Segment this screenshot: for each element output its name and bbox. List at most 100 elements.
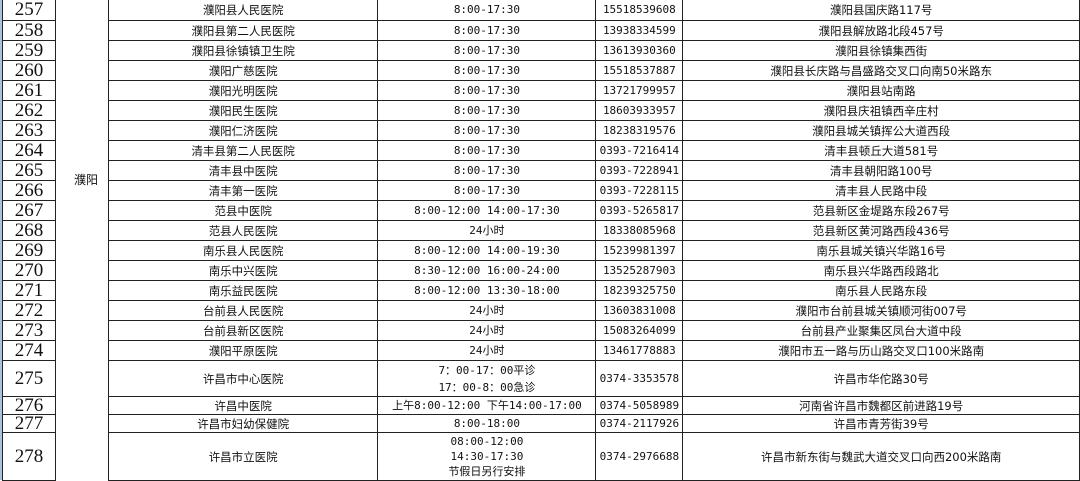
address-cell: 濮阳县徐镇集西街 xyxy=(682,40,1080,61)
hospital-name: 台前县新区医院 xyxy=(107,320,379,341)
hospital-name: 清丰县中医院 xyxy=(107,160,379,181)
hours-cell: 8:00-17:30 xyxy=(377,140,597,161)
phone-cell: 0374-2976688 xyxy=(595,432,684,481)
hospital-name: 许昌市妇幼保健院 xyxy=(107,414,379,433)
table-row: 273 台前县新区医院 24小时 15083264099 台前县产业聚集区凤台大道中段 xyxy=(2,320,1080,341)
phone-cell: 18603933957 xyxy=(595,100,684,121)
hours-cell: 8:00-17:30 xyxy=(377,80,597,101)
phone-cell: 18239325750 xyxy=(595,280,684,301)
hours-cell: 8:00-17:30 xyxy=(377,180,597,201)
city-cell xyxy=(54,360,109,481)
table-row: 265 清丰县中医院 8:00-17:30 0393-7228941 清丰县朝阳路100… xyxy=(2,160,1080,181)
hours-line: 8:00-17:30 xyxy=(453,23,521,37)
row-number: 275 xyxy=(2,360,56,397)
hospital-name: 濮阳平原医院 xyxy=(107,340,379,361)
hours-cell: 8:30-12:00 16:00-24:00 xyxy=(377,260,597,281)
hours-line: 8:00-12:00 13:30-18:00 xyxy=(414,283,560,297)
phone-cell: 13613930360 xyxy=(595,40,684,61)
table-row: 268 范县人民医院 24小时 18338085968 范县新区黄河路西段436号 xyxy=(2,220,1080,241)
hours-line: 上午8:00-12:00 下午14:00-17:00 xyxy=(392,398,582,412)
hours-cell: 08:00-12:00 14:30-17:30 节假日另行安排 xyxy=(377,432,597,481)
address-cell: 清丰县朝阳路100号 xyxy=(682,160,1080,181)
hospital-name: 濮阳民生医院 xyxy=(107,100,379,121)
table-row: 276 许昌中医院 上午8:00-12:00 下午14:00-17:00 0374-5… xyxy=(2,396,1080,415)
hospital-name: 濮阳仁济医院 xyxy=(107,120,379,141)
table-row: 274 濮阳平原医院 24小时 13461778883 濮阳市五一路与历山路交叉口100… xyxy=(2,340,1080,361)
hours-cell: 24小时 xyxy=(377,300,597,321)
hospital-name: 许昌中医院 xyxy=(107,396,379,415)
phone-cell: 15239981397 xyxy=(595,240,684,261)
hours-line: 17：00-8：00急诊 xyxy=(438,380,536,394)
hours-line: 8:00-17:30 xyxy=(453,103,521,117)
phone-cell: 18338085968 xyxy=(595,220,684,241)
table-row: 271 南乐益民医院 8:00-12:00 13:30-18:00 182393257… xyxy=(2,280,1080,301)
hours-line: 8:00-12:00 14:00-17:30 xyxy=(414,203,560,217)
table-row: 259 濮阳县徐镇镇卫生院 8:00-17:30 13613930360 濮阳县徐镇集西… xyxy=(2,40,1080,61)
phone-cell: 0393-5265817 xyxy=(595,200,684,221)
row-number: 274 xyxy=(2,340,56,361)
hours-cell: 8:00-12:00 13:30-18:00 xyxy=(377,280,597,301)
hours-line: 24小时 xyxy=(469,323,505,337)
row-number: 270 xyxy=(2,260,56,281)
hours-line: 8:00-18:00 xyxy=(453,416,521,430)
hours-cell: 7：00-17：00平诊 17：00-8：00急诊 xyxy=(377,360,597,397)
address-cell: 濮阳县庆祖镇西辛庄村 xyxy=(682,100,1080,121)
row-number: 269 xyxy=(2,240,56,261)
hospital-name: 濮阳县第二人民医院 xyxy=(107,20,379,41)
row-number: 262 xyxy=(2,100,56,121)
hours-line: 8:00-17:30 xyxy=(453,163,521,177)
hours-cell: 8:00-17:30 xyxy=(377,120,597,141)
hours-line: 8:00-17:30 xyxy=(453,143,521,157)
address-cell: 范县新区金堤路东段267号 xyxy=(682,200,1080,221)
address-cell: 濮阳县解放路北段457号 xyxy=(682,20,1080,41)
city-cell: 濮阳 xyxy=(54,0,109,361)
table-row: 278 许昌市立医院 08:00-12:00 14:30-17:30 节假日另行安排 03… xyxy=(2,432,1080,481)
row-number: 268 xyxy=(2,220,56,241)
address-cell: 河南省许昌市魏都区前进路19号 xyxy=(682,396,1080,415)
row-number: 273 xyxy=(2,320,56,341)
address-cell: 南乐县城关镇兴华路16号 xyxy=(682,240,1080,261)
phone-cell: 0374-2117926 xyxy=(595,414,684,433)
row-number: 267 xyxy=(2,200,56,221)
address-cell: 濮阳市五一路与历山路交叉口100米路南 xyxy=(682,340,1080,361)
row-number: 272 xyxy=(2,300,56,321)
row-number: 278 xyxy=(2,432,56,481)
hours-cell: 24小时 xyxy=(377,340,597,361)
hours-cell: 8:00-12:00 14:00-19:30 xyxy=(377,240,597,261)
hours-cell: 8:00-18:00 xyxy=(377,414,597,433)
phone-cell: 0393-7228115 xyxy=(595,180,684,201)
address-cell: 濮阳县城关镇挥公大道西段 xyxy=(682,120,1080,141)
hospital-name: 濮阳光明医院 xyxy=(107,80,379,101)
phone-cell: 13603831008 xyxy=(595,300,684,321)
table-row: 263 濮阳仁济医院 8:00-17:30 18238319576 濮阳县城关镇挥公大道… xyxy=(2,120,1080,141)
hours-line: 8:00-17:30 xyxy=(453,3,521,16)
hours-cell: 24小时 xyxy=(377,320,597,341)
hours-line: 8:00-17:30 xyxy=(453,123,521,137)
table-row: 275 许昌市中心医院 7：00-17：00平诊 17：00-8：00急诊 0374-3… xyxy=(2,360,1080,481)
phone-cell: 18238319576 xyxy=(595,120,684,141)
phone-cell: 0393-7228941 xyxy=(595,160,684,181)
hours-line: 08:00-12:00 xyxy=(450,435,524,448)
hospital-name: 台前县人民医院 xyxy=(107,300,379,321)
hospital-name: 南乐中兴医院 xyxy=(107,260,379,281)
table-row: 266 清丰第一医院 8:00-17:30 0393-7228115 清丰县人民路中段 xyxy=(2,180,1080,201)
phone-cell: 0374-3353578 xyxy=(595,360,684,397)
table-row: 260 濮阳广慈医院 8:00-17:30 15518537887 濮阳县长庆路与昌盛路… xyxy=(2,60,1080,81)
hospital-name: 范县人民医院 xyxy=(107,220,379,241)
row-number: 263 xyxy=(2,120,56,141)
phone-cell: 13938334599 xyxy=(595,20,684,41)
table-row: 264 清丰县第二人民医院 8:00-17:30 0393-7216414 清丰县顿丘大… xyxy=(2,140,1080,161)
table-row: 261 濮阳光明医院 8:00-17:30 13721799957 濮阳县站南路 xyxy=(2,80,1080,101)
address-cell: 许昌市新东街与魏武大道交叉口向西200米路南 xyxy=(682,432,1080,481)
phone-cell: 15518537887 xyxy=(595,60,684,81)
hours-cell: 上午8:00-12:00 下午14:00-17:00 xyxy=(377,396,597,415)
hours-cell: 8:00-17:30 xyxy=(377,160,597,181)
address-cell: 濮阳县长庆路与昌盛路交叉口向南50米路东 xyxy=(682,60,1080,81)
row-number: 257 xyxy=(2,0,56,21)
row-number: 260 xyxy=(2,60,56,81)
hours-cell: 8:00-17:30 xyxy=(377,60,597,81)
hours-line: 24小时 xyxy=(469,343,505,357)
hours-cell: 8:00-17:30 xyxy=(377,0,597,21)
address-cell: 台前县产业聚集区凤台大道中段 xyxy=(682,320,1080,341)
